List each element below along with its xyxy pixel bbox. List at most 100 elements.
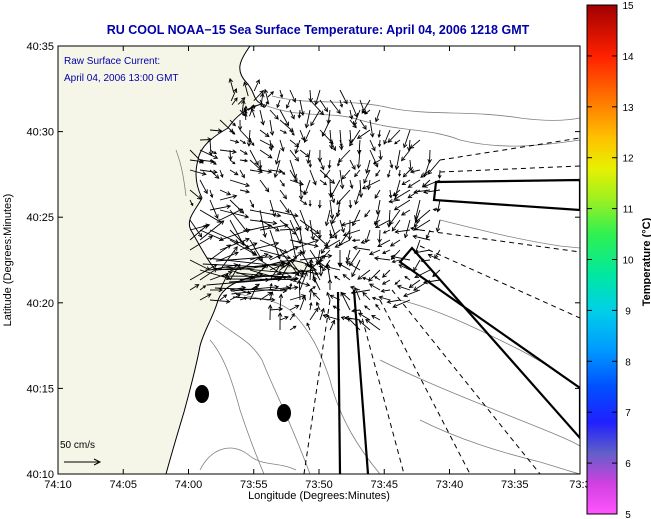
current-vector-head [261, 103, 265, 109]
current-vector-icon [230, 286, 279, 292]
current-vector-icon [337, 159, 341, 166]
current-vector-icon [229, 269, 255, 279]
current-vector-icon [236, 272, 299, 280]
current-vector-head [201, 171, 207, 176]
current-vector-head [219, 236, 224, 241]
current-vector-icon [339, 99, 343, 107]
current-vector-head [241, 174, 245, 179]
current-vector-head [197, 195, 202, 200]
current-vector-head [309, 301, 313, 306]
current-vector-head [246, 142, 252, 147]
current-vector-icon [239, 109, 246, 116]
current-vector-icon [264, 89, 270, 105]
current-vector-head [330, 319, 336, 325]
current-vector-head [256, 256, 262, 261]
current-vector-icon [375, 219, 391, 228]
current-vector-head [366, 185, 372, 191]
current-vector-icon [305, 109, 311, 128]
current-vector-icon [359, 320, 371, 331]
current-vector-head [349, 261, 354, 267]
current-vector-icon [209, 205, 231, 211]
current-vector-head [347, 317, 352, 322]
current-vector-icon [289, 295, 306, 301]
current-vector-icon [434, 249, 441, 259]
current-vector-icon [276, 99, 281, 108]
current-vector-head [420, 258, 425, 263]
current-vector-head [274, 241, 280, 247]
current-vector-icon [269, 209, 298, 217]
current-vector-head [407, 183, 413, 188]
current-vector-icon [199, 293, 212, 301]
current-vector-head [214, 174, 220, 179]
current-vector-head [318, 271, 324, 277]
current-vector-head [232, 131, 236, 135]
current-vector-head [334, 275, 338, 279]
current-vector-icon [269, 109, 279, 120]
current-vector-icon [304, 179, 311, 195]
current-vector-icon [382, 279, 391, 285]
current-vector-head [425, 234, 430, 240]
current-vector-head [206, 293, 212, 298]
current-vector-head [290, 258, 296, 264]
current-vector-head [435, 227, 441, 233]
current-vector-head [205, 223, 211, 228]
current-vector-head [293, 213, 299, 218]
current-vector-head [194, 284, 200, 289]
current-vector-head [304, 226, 309, 232]
current-vector-icon [299, 269, 319, 275]
current-vector-head [427, 253, 433, 259]
x-axis-ticks: 74:10 74:05 74:00 73:55 73:50 73:45 73:40 73:35… [44, 46, 591, 491]
current-vector-icon [338, 149, 351, 163]
current-vector-head [254, 161, 259, 166]
current-vector-head [234, 171, 239, 176]
current-vector-head [322, 266, 327, 272]
current-vector-icon [399, 264, 411, 271]
current-vector-icon [377, 239, 391, 247]
current-vector-head [403, 292, 408, 298]
current-vector-icon [199, 149, 218, 159]
current-vector-head [244, 105, 248, 110]
current-vector-icon [189, 224, 208, 241]
current-vector-head [297, 114, 302, 119]
current-vector-icon [357, 129, 371, 139]
current-vector-head [329, 234, 335, 239]
current-vector-icon [325, 209, 331, 226]
current-vector-icon [249, 269, 280, 280]
current-vector-icon [289, 109, 295, 119]
current-vector-icon [327, 109, 331, 124]
current-vector-icon [289, 89, 296, 103]
current-vector-icon [295, 139, 301, 154]
current-vector-icon [289, 283, 292, 291]
current-vector-icon [279, 259, 305, 275]
current-vector-head [351, 165, 356, 171]
current-vector-icon [329, 199, 333, 219]
current-vector-icon [259, 209, 266, 238]
current-vector-icon [219, 251, 239, 261]
colorbar-tick-label: 5 [625, 510, 631, 519]
current-vector-icon [420, 169, 431, 178]
current-vector-icon [374, 219, 381, 225]
current-vector-icon [410, 227, 421, 231]
current-vector-head [321, 254, 326, 260]
current-vector-head [232, 161, 236, 165]
current-vector-icon [259, 179, 270, 192]
current-vector-icon [299, 219, 320, 234]
colorbar-tick-label: 6 [625, 459, 631, 470]
current-vector-head [320, 307, 325, 313]
current-vector-head [292, 325, 297, 329]
current-vector-icon [389, 209, 401, 225]
current-vector-head [228, 156, 233, 161]
current-vector-icon [315, 89, 321, 105]
current-vector-head [236, 294, 241, 299]
current-vector-head [276, 213, 282, 218]
current-vector-head [371, 146, 376, 152]
current-vector-head [308, 288, 314, 293]
current-vector-icon [312, 276, 321, 291]
current-vector-head [375, 173, 379, 177]
current-vector-head [274, 284, 280, 290]
current-vector-head [377, 242, 382, 248]
current-vector-icon [382, 269, 391, 278]
current-vector-icon [231, 286, 290, 295]
current-vector-icon [391, 255, 411, 261]
